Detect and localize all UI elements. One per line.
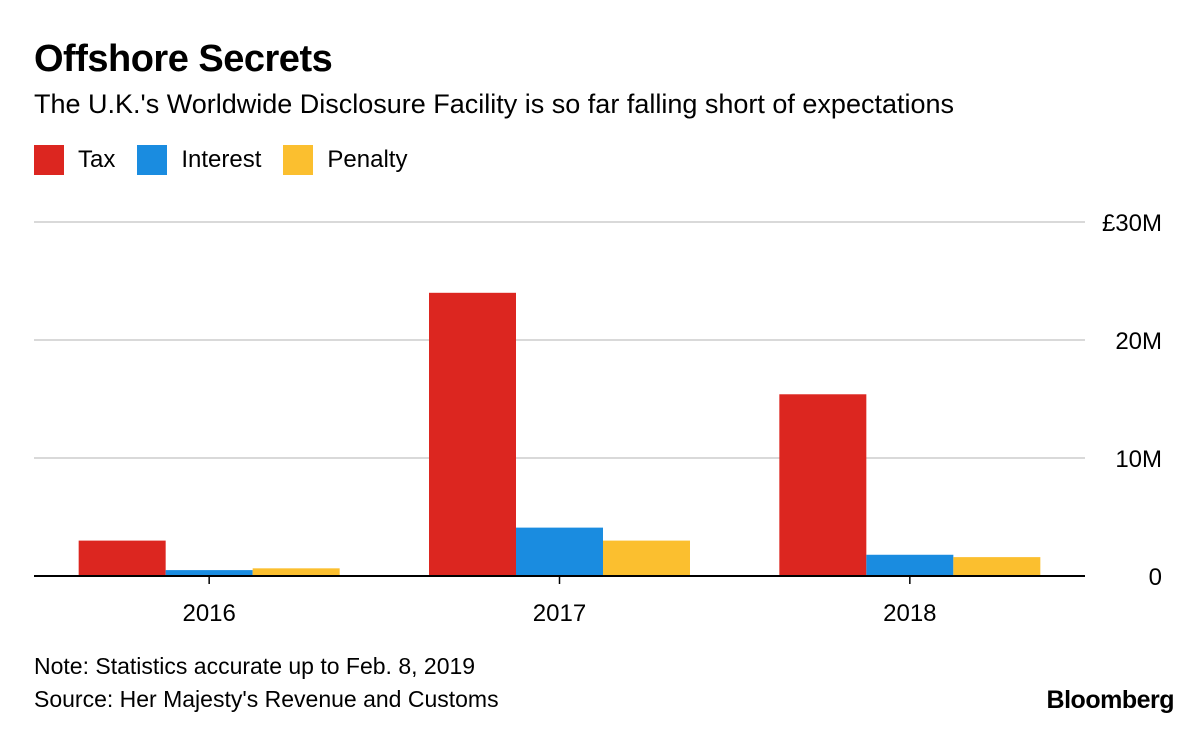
legend-swatch-tax: [34, 145, 64, 175]
chart-subtitle: The U.K.'s Worldwide Disclosure Facility…: [34, 89, 955, 119]
x-tick-label: 2016: [182, 600, 235, 627]
bar-penalty-2017: [603, 540, 690, 576]
y-tick-label: 0: [1149, 564, 1162, 591]
bar-interest-2017: [516, 527, 603, 576]
legend-item-tax: Tax: [34, 145, 115, 175]
legend-item-penalty: Penalty: [283, 145, 407, 175]
legend: Tax Interest Penalty: [34, 145, 429, 175]
legend-label-penalty: Penalty: [327, 146, 408, 173]
x-tick-label: 2018: [883, 600, 936, 627]
bar-penalty-2016: [252, 568, 340, 576]
y-tick-label: £30M: [1102, 210, 1162, 237]
bar-tax-2017: [429, 292, 516, 576]
legend-swatch-penalty: [283, 145, 314, 175]
x-tick-label: 2017: [533, 600, 586, 627]
legend-item-interest: Interest: [137, 145, 261, 175]
bar-chart: 0 10M 20M £30M 2016 2017 2018: [34, 210, 1162, 627]
bar-interest-2016: [165, 570, 253, 576]
chart-title: Offshore Secrets: [34, 38, 333, 80]
bloomberg-logo: Bloomberg: [1046, 686, 1175, 714]
y-tick-label: 20M: [1115, 328, 1162, 355]
bar-penalty-2018: [953, 557, 1041, 576]
bar-tax-2018: [779, 394, 867, 576]
footnote-source: Source: Her Majesty's Revenue and Custom…: [34, 686, 499, 712]
legend-label-interest: Interest: [181, 146, 262, 173]
footnote-note: Note: Statistics accurate up to Feb. 8, …: [34, 653, 476, 679]
bar-tax-2016: [78, 540, 166, 576]
legend-swatch-interest: [137, 145, 168, 175]
legend-label-tax: Tax: [78, 146, 116, 173]
y-tick-label: 10M: [1115, 446, 1162, 473]
bar-interest-2018: [866, 554, 954, 576]
